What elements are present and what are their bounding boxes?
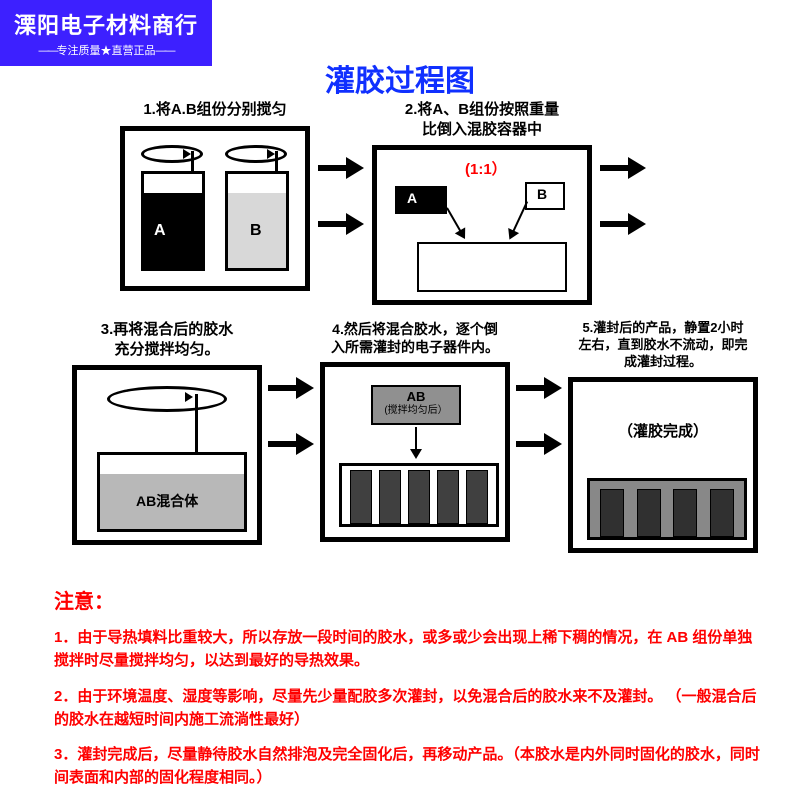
notes-section: 注意： 1．由于导热填料比重较大，所以存放一段时间的胶水，或多或少会出现上稀下稠… <box>54 585 760 802</box>
beaker-b: B <box>225 171 289 271</box>
note-2: 2．由于环境温度、湿度等影响，尽量先少量配胶多次灌封，以免混合后的胶水来不及灌封… <box>54 685 760 732</box>
comp-bar <box>710 489 734 537</box>
component-box <box>339 463 499 527</box>
comp-bar <box>437 470 459 524</box>
step-3-box: AB混合体 <box>72 365 262 545</box>
mix-container <box>417 242 567 292</box>
arrow-icon <box>268 436 314 452</box>
stir-arrow-icon <box>183 149 191 159</box>
step-3: 3.再将混合后的胶水 充分搅拌均匀。 AB混合体 <box>72 320 262 545</box>
comp-bar <box>466 470 488 524</box>
step-4-title: 4.然后将混合胶水，逐个倒 入所需灌封的电子器件内。 <box>331 320 499 356</box>
brand-title: 溧阳电子材料商行 <box>14 8 198 40</box>
pour-arrow-icon <box>512 201 528 233</box>
step-4-box: AB (搅拌均匀后） <box>320 362 510 542</box>
mix-beaker: AB混合体 <box>97 452 247 532</box>
step-2: 2.将A、B组份按照重量 比倒入混胶容器中 (1:1） A B <box>372 100 592 305</box>
done-label: （灌胶完成） <box>573 420 753 441</box>
process-row-2: 3.再将混合后的胶水 充分搅拌均匀。 AB混合体 4.然后将混合胶水，逐个倒 入… <box>72 320 792 553</box>
note-3: 3．灌封完成后，尽量静待胶水自然排泡及完全固化后，再移动产品。（本胶水是内外同时… <box>54 743 760 790</box>
arrow-icon <box>600 160 646 176</box>
arrow-icon <box>268 380 314 396</box>
step-5: 5.灌封后的产品，静置2小时 左右，直到胶水不流动，即完 成灌封过程。 （灌胶完… <box>568 320 758 553</box>
mini-a-label: A <box>407 190 417 206</box>
step-1: 1.将A.B组份分别搅匀 A B <box>120 100 310 291</box>
step-1-box: A B <box>120 126 310 291</box>
note-1: 1．由于导热填料比重较大，所以存放一段时间的胶水，或多或少会出现上稀下稠的情况，… <box>54 626 760 673</box>
stir-ellipse-mix <box>107 386 227 412</box>
step-5-box: （灌胶完成） <box>568 377 758 553</box>
arrow-set-3 <box>268 320 314 452</box>
comp-bar <box>379 470 401 524</box>
arrow-icon <box>516 436 562 452</box>
stir-arrow-icon <box>267 149 275 159</box>
arrow-icon <box>318 216 364 232</box>
arrow-set-4 <box>516 320 562 452</box>
mini-b-label: B <box>537 186 547 202</box>
page-title: 灌胶过程图 <box>0 56 800 100</box>
mini-beaker-a <box>395 186 447 214</box>
step-3-title: 3.再将混合后的胶水 充分搅拌均匀。 <box>101 320 234 359</box>
comp-bar <box>637 489 661 537</box>
step-2-title: 2.将A、B组份按照重量 比倒入混胶容器中 <box>405 100 559 139</box>
ab-mixed-box: AB (搅拌均匀后） <box>371 385 461 425</box>
beaker-a-label: A <box>154 222 166 240</box>
done-component-box <box>587 478 747 540</box>
step-4: 4.然后将混合胶水，逐个倒 入所需灌封的电子器件内。 AB (搅拌均匀后） <box>320 320 510 542</box>
process-row-1: 1.将A.B组份分别搅匀 A B 2.将A、B组份按照重量 比倒入混胶容器中 <box>120 100 760 305</box>
beaker-b-label: B <box>250 222 262 240</box>
mix-label: AB混合体 <box>136 491 198 511</box>
arrow-icon <box>600 216 646 232</box>
comp-bar <box>350 470 372 524</box>
pour-arrow-icon <box>446 207 462 232</box>
ratio-label: (1:1） <box>465 158 507 179</box>
arrow-icon <box>318 160 364 176</box>
arrow-set-1 <box>318 100 364 232</box>
step-2-box: (1:1） A B <box>372 145 592 305</box>
pour-arrow-icon <box>415 427 417 451</box>
ab-sub: (搅拌均匀后） <box>373 405 459 417</box>
stir-arrow-icon <box>185 392 193 402</box>
comp-bar <box>600 489 624 537</box>
notes-title: 注意： <box>54 585 760 614</box>
comp-bar <box>408 470 430 524</box>
beaker-a: A <box>141 171 205 271</box>
step-1-title: 1.将A.B组份分别搅匀 <box>143 100 286 120</box>
arrow-icon <box>516 380 562 396</box>
arrow-set-2 <box>600 100 646 232</box>
comp-bar <box>673 489 697 537</box>
step-5-title: 5.灌封后的产品，静置2小时 左右，直到胶水不流动，即完 成灌封过程。 <box>578 320 747 371</box>
ab-label: AB <box>373 389 459 405</box>
